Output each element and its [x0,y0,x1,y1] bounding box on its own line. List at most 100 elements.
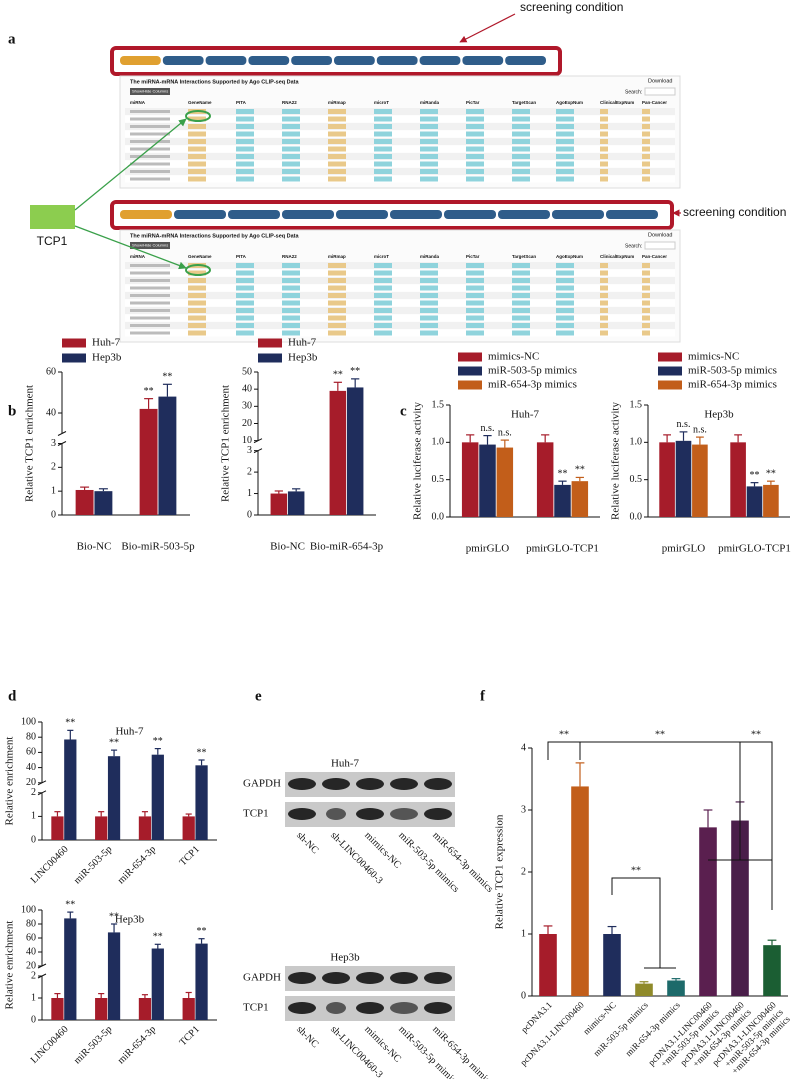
significance-label: ** [558,468,568,479]
cell [556,131,574,137]
cell [236,323,254,328]
bar [195,765,208,840]
cell [374,330,392,336]
lane-label: miR-654-3p mimics [430,830,495,895]
cell [600,116,608,122]
show-hide: Show/Hide Columns [132,243,168,248]
significance-label: ** [162,372,172,383]
bar [699,827,717,996]
cell [328,154,346,159]
significance-label: ** [109,911,119,922]
column-header: RNA22 [282,100,297,105]
panel-label: c [400,403,407,419]
bar [64,918,77,1020]
bar [139,408,158,515]
arrow [459,13,516,43]
screenshot-panel: screening condition screening condition Th… [30,0,786,343]
row [125,160,675,168]
cell [130,309,170,312]
cell [466,176,484,182]
column-header: GeneName [188,100,212,105]
cell [512,300,530,306]
x-tick-label: pcDNA3.1-LINC00460 [518,999,586,1067]
cell [374,124,392,129]
y-tick-label: 1 [31,992,36,1003]
significance-label: ** [751,729,761,740]
cell [328,109,346,114]
y-tick-label: 10 [242,435,252,446]
cell [374,300,392,306]
band [390,778,418,790]
row [125,130,675,138]
panel-label: b [8,403,16,419]
filter-chip [120,56,161,65]
search-box [644,241,676,250]
bar [536,442,554,517]
legend-swatch [62,353,86,363]
legend-swatch [658,380,682,390]
band [326,1002,346,1014]
row [125,284,675,292]
significance-label: ** [144,386,154,397]
cell [328,285,346,291]
cell [600,330,608,336]
cell [130,132,170,136]
cell [466,154,484,159]
cell [188,124,206,129]
cell [236,116,254,122]
cell [188,315,206,321]
cell [328,278,346,283]
cell [236,161,254,167]
cell [512,315,530,321]
y-tick-label: 1.5 [630,399,643,410]
column-header: miRmap [328,254,346,259]
column-header: GeneName [188,254,212,259]
y-tick-label: 0 [247,509,252,520]
cell [512,154,530,159]
cell [236,293,254,298]
cell [130,294,170,297]
x-tick-label: TCP1 [178,1024,202,1048]
x-tick-label: pmirGLO [466,543,509,555]
cell [282,154,300,159]
cell [188,169,206,174]
column-header: microT [374,254,389,259]
cell [556,308,574,313]
x-tick-label: pmirGLO [662,543,705,555]
y-axis-label: Relative TCP1 enrichment [24,385,36,502]
significance-label: ** [109,737,119,748]
cell [420,270,438,276]
cell [374,161,392,167]
cell [512,124,530,129]
cell [556,285,574,291]
significance-label: ** [750,470,760,481]
button [130,242,170,249]
x-tick-label: miR-503-5p [72,844,114,886]
cell [512,278,530,283]
gene-label: TCP1 [37,234,68,248]
cell [466,169,484,174]
cell [420,293,438,298]
significance-label: ** [631,865,641,876]
y-axis-label: Relative TCP1 enrichment [220,385,232,502]
significance-label: ** [766,468,776,479]
bar [95,816,108,840]
y-tick-label: 60 [46,366,56,377]
cell [188,154,206,159]
column-header: miRNA [130,100,146,105]
filter-chip [498,210,550,219]
cell [512,139,530,144]
row [125,123,675,130]
axis-break [57,431,67,436]
cell [420,176,438,182]
bar [539,934,557,996]
column-header: ClinicalExpNum [600,254,634,259]
cell [188,293,206,298]
cell [642,124,650,129]
x-tick-label: pmirGLO-TCP1 [526,543,599,555]
bar [746,486,763,517]
y-tick-label: 0 [521,990,526,1001]
cell [600,315,608,321]
cell [512,263,530,268]
filter-bar [110,46,562,76]
